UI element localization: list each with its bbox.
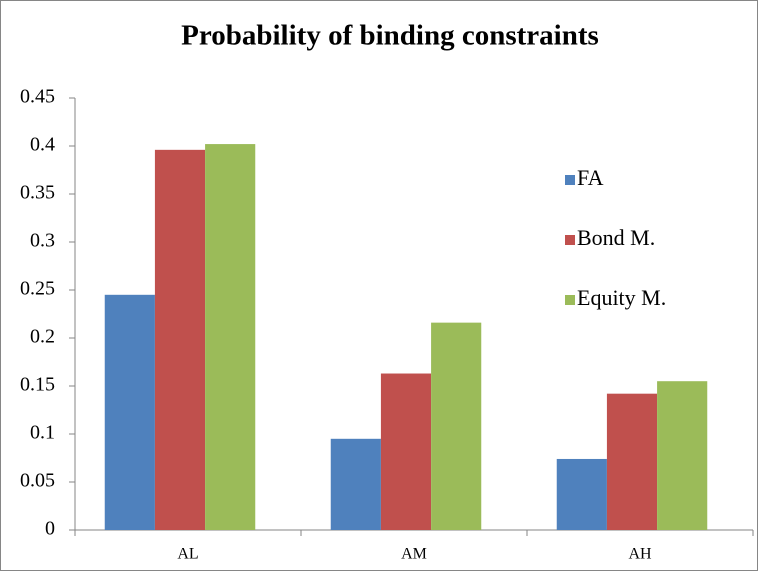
bar: [556, 458, 607, 530]
bar: [431, 322, 482, 530]
y-tick-label: 0: [45, 518, 55, 540]
bar: [606, 393, 658, 530]
legend-swatch: [565, 175, 575, 185]
y-tick-label: 0.1: [30, 422, 55, 444]
legend-swatch: [565, 295, 575, 305]
legend-label: Equity M.: [577, 285, 666, 310]
bar: [380, 373, 432, 530]
y-tick-label: 0.2: [30, 326, 55, 348]
bar: [205, 144, 256, 530]
y-tick-label: 0.05: [20, 470, 55, 492]
x-tick-label: AL: [177, 546, 198, 563]
bar: [330, 438, 381, 530]
bar: [154, 149, 206, 530]
x-tick-label: AM: [401, 546, 427, 563]
legend-label: FA: [577, 165, 604, 190]
y-tick-label: 0.15: [20, 374, 55, 396]
y-tick-label: 0.35: [20, 182, 55, 204]
x-tick-label: AH: [628, 546, 652, 563]
y-tick-label: 0.25: [20, 278, 55, 300]
bar: [657, 381, 708, 530]
legend-label: Bond M.: [577, 225, 655, 250]
y-tick-label: 0.3: [30, 230, 55, 252]
legend-swatch: [565, 235, 575, 245]
bar: [104, 294, 155, 530]
chart-title: Probability of binding constraints: [181, 20, 599, 52]
y-tick-label: 0.4: [30, 134, 55, 156]
y-tick-label: 0.45: [20, 86, 55, 108]
